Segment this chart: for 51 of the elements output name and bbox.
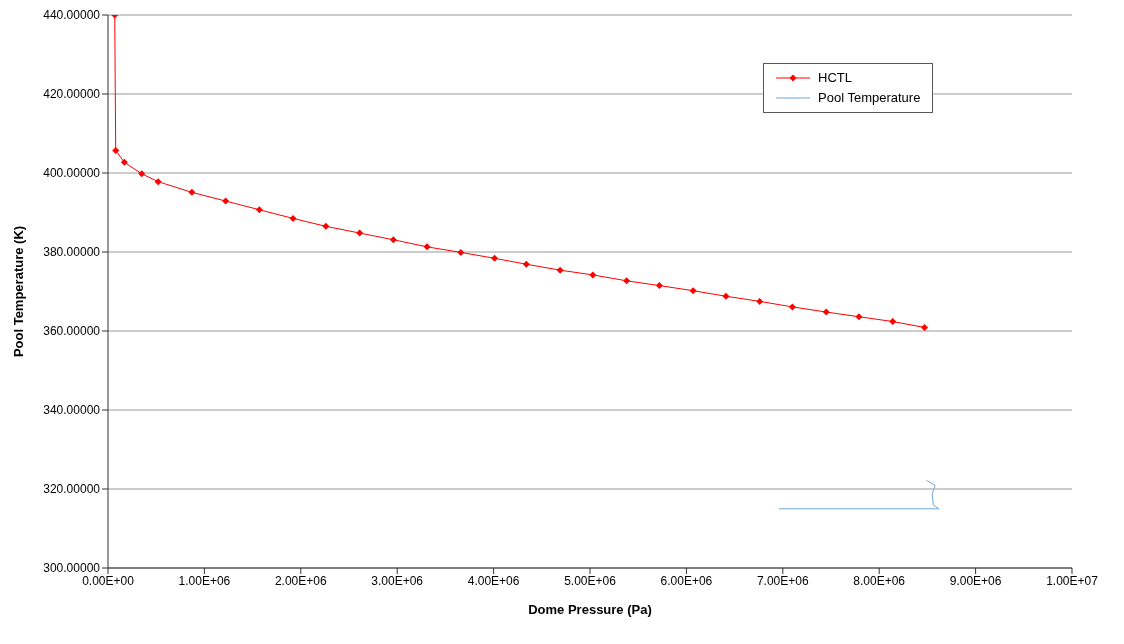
point: [289, 214, 297, 222]
point: [855, 313, 863, 321]
y-tick-label: 440.00000: [43, 8, 101, 23]
line-series: [778, 479, 940, 510]
y-tick-label: 420.00000: [43, 87, 101, 102]
point: [222, 197, 230, 205]
point: [822, 308, 830, 316]
x-tick-label: 1.00E+07: [1046, 573, 1099, 588]
point: [255, 206, 263, 214]
point: [623, 277, 631, 285]
point: [522, 260, 530, 268]
point: [154, 178, 162, 186]
x-tick-label: 6.00E+06: [660, 573, 713, 588]
y-axis-title: Pool Temperature (K): [10, 225, 26, 358]
point: [322, 222, 330, 230]
x-tick-label: 2.00E+06: [274, 573, 327, 588]
x-tick-label: 5.00E+06: [564, 573, 617, 588]
y-tick-label: 320.00000: [43, 482, 101, 497]
y-tick-label: 300.00000: [43, 561, 101, 576]
y-tick-label: 360.00000: [43, 324, 101, 339]
x-tick-label: 8.00E+06: [853, 573, 906, 588]
point: [112, 146, 120, 154]
point: [491, 254, 499, 262]
x-tick-label: 3.00E+06: [371, 573, 424, 588]
point: [756, 297, 764, 305]
point: [556, 266, 564, 274]
legend-label: HCTL: [818, 69, 852, 87]
point: [188, 188, 196, 196]
x-tick-label: 4.00E+06: [467, 573, 520, 588]
point: [423, 243, 431, 251]
y-tick-label: 340.00000: [43, 403, 101, 418]
point: [589, 271, 597, 279]
point: [356, 229, 364, 237]
x-tick-label: 0.00E+00: [82, 573, 135, 588]
point: [689, 287, 697, 295]
y-tick-label: 380.00000: [43, 245, 101, 260]
point: [921, 323, 929, 331]
y-tick-label: 400.00000: [43, 166, 101, 181]
x-tick-label: 1.00E+06: [178, 573, 231, 588]
point: [722, 292, 730, 300]
x-axis-title: Dome Pressure (Pa): [528, 602, 652, 617]
point: [788, 303, 796, 311]
x-tick-label: 9.00E+06: [949, 573, 1002, 588]
point: [457, 248, 465, 256]
point: [889, 318, 897, 326]
legend-label: Pool Temperature: [818, 89, 921, 107]
point: [389, 236, 397, 244]
point: [655, 282, 663, 290]
x-tick-label: 7.00E+06: [756, 573, 809, 588]
point: [120, 158, 128, 166]
point: [138, 170, 146, 178]
